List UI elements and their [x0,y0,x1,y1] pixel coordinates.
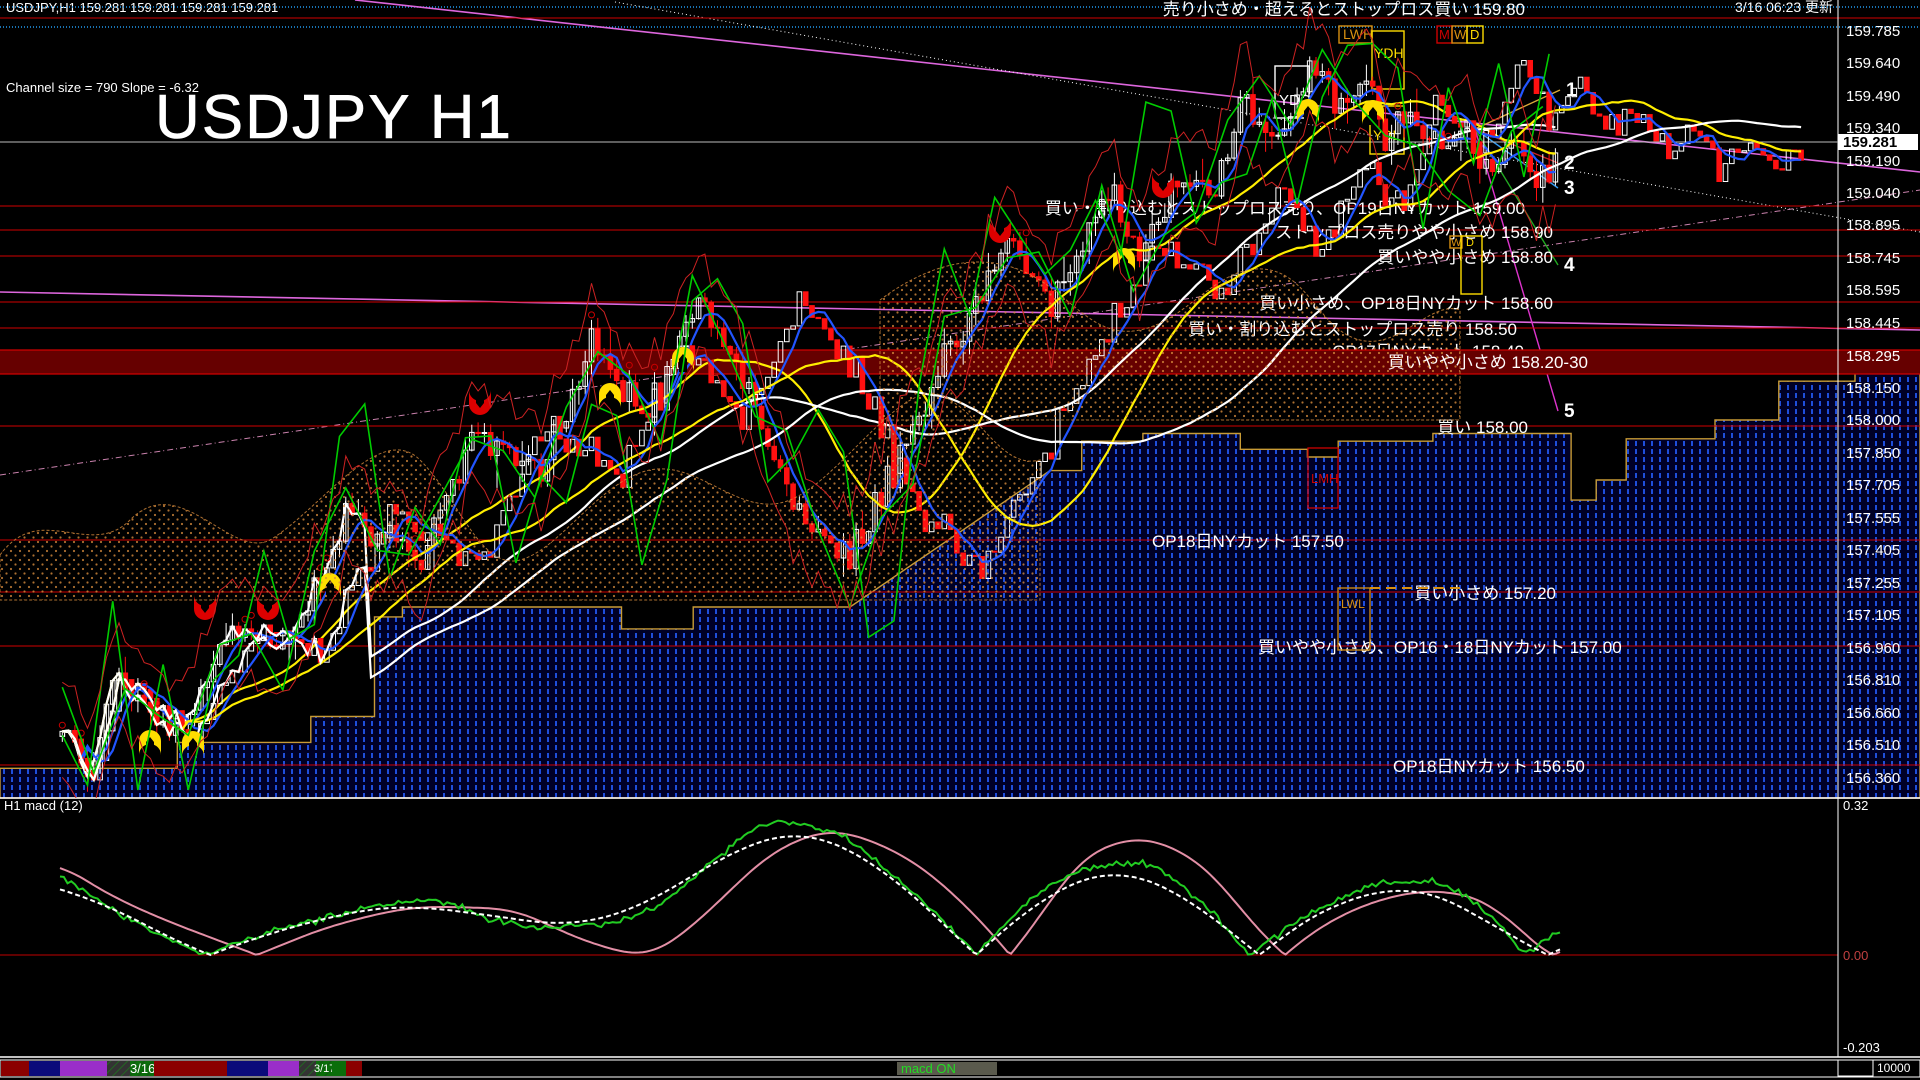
svg-text:5: 5 [1564,401,1575,422]
svg-text:156.510: 156.510 [1846,737,1900,754]
svg-text:159.640: 159.640 [1846,55,1900,72]
svg-text:157.255: 157.255 [1846,575,1900,592]
svg-text:158.295: 158.295 [1846,348,1900,365]
svg-text:158.745: 158.745 [1846,250,1900,267]
svg-text:D: D [1470,27,1479,42]
svg-text:M: M [1439,27,1450,42]
svg-text:157.705: 157.705 [1846,477,1900,494]
svg-text:売り小さめ・超えるとストップロス買い 159.80: 売り小さめ・超えるとストップロス買い 159.80 [1163,0,1525,19]
svg-text:10000: 10000 [1877,1061,1911,1075]
svg-text:158.000: 158.000 [1846,412,1900,429]
svg-text:LWL: LWL [1341,597,1365,611]
svg-text:159.785: 159.785 [1846,23,1900,40]
svg-text:157.555: 157.555 [1846,510,1900,527]
svg-text:156.660: 156.660 [1846,705,1900,722]
svg-text:macd ON: macd ON [901,1061,956,1076]
svg-text:W: W [1454,27,1467,42]
svg-text:買い 158.00: 買い 158.00 [1437,418,1528,437]
svg-text:157.405: 157.405 [1846,542,1900,559]
svg-text:3: 3 [1564,178,1575,199]
svg-text:3/16: 3/16 [130,1061,155,1076]
svg-text:買いやや小さめ 158.80: 買いやや小さめ 158.80 [1377,248,1553,267]
svg-text:156.360: 156.360 [1846,770,1900,787]
svg-text:158.445: 158.445 [1846,315,1900,332]
svg-text:159.040: 159.040 [1846,185,1900,202]
svg-text:4: 4 [1564,255,1575,276]
svg-text:158.595: 158.595 [1846,282,1900,299]
svg-text:157.105: 157.105 [1846,607,1900,624]
svg-text:156.960: 156.960 [1846,640,1900,657]
svg-text:買いやや小さめ、OP16・18日NYカット 157.00: 買いやや小さめ、OP16・18日NYカット 157.00 [1258,638,1622,657]
svg-text:H1 macd (12): H1 macd (12) [4,798,83,813]
svg-text:-0.203: -0.203 [1843,1040,1880,1055]
svg-text:156.810: 156.810 [1846,672,1900,689]
svg-text:OP18日NYカット 157.50: OP18日NYカット 157.50 [1152,532,1344,551]
svg-text:買い小さめ 157.20: 買い小さめ 157.20 [1414,584,1556,603]
svg-text:0.32: 0.32 [1843,798,1868,813]
svg-text:OP18日NYカット 156.50: OP18日NYカット 156.50 [1393,757,1585,776]
svg-text:1: 1 [1566,80,1577,101]
svg-text:158.150: 158.150 [1846,380,1900,397]
svg-text:D: D [1466,237,1474,249]
svg-text:LMH: LMH [1311,471,1338,486]
svg-text:159.190: 159.190 [1846,153,1900,170]
svg-text:2: 2 [1564,153,1575,174]
svg-text:158.895: 158.895 [1846,217,1900,234]
svg-text:159.281: 159.281 [1843,134,1897,151]
svg-text:0.00: 0.00 [1843,948,1868,963]
svg-text:157.850: 157.850 [1846,445,1900,462]
svg-text:159.490: 159.490 [1846,88,1900,105]
